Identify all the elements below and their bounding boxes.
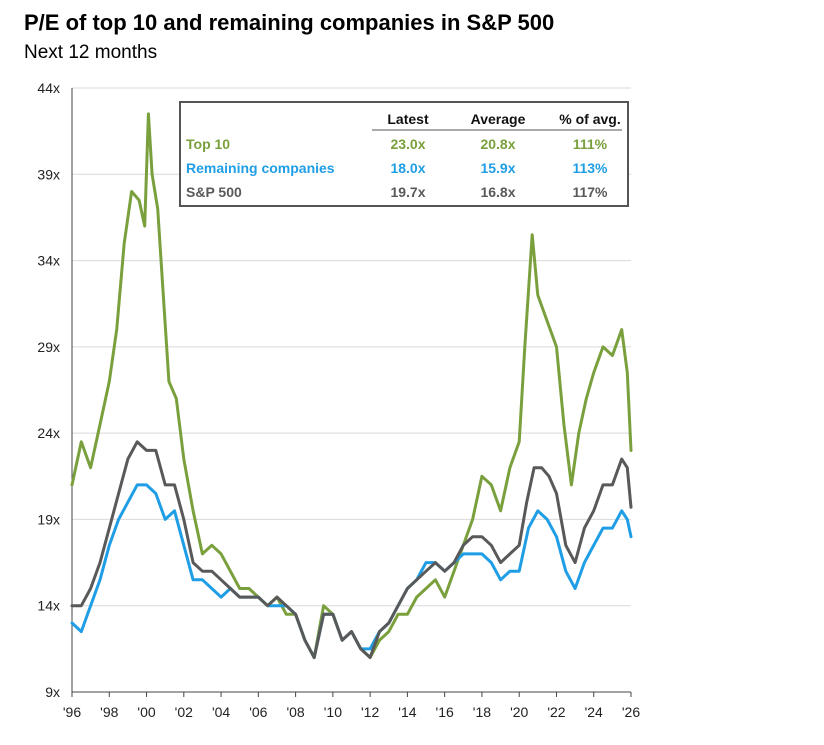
y-tick-label: 19x	[37, 511, 60, 527]
series-lines	[70, 112, 633, 659]
x-tick-label: '00	[137, 704, 155, 720]
table-cell-label: S&P 500	[186, 184, 242, 200]
table-cell-label: Top 10	[186, 136, 230, 152]
table-box	[179, 101, 629, 207]
summary-table: Latest Average % of avg. Top 10 23.0x 20.8x 11…	[179, 101, 629, 207]
x-tick-label: '20	[510, 704, 528, 720]
table-cell-pct: 117%	[572, 184, 608, 200]
chart-subtitle: Next 12 months	[24, 42, 158, 63]
y-tick-label: 34x	[37, 253, 60, 269]
axes	[71, 88, 632, 697]
table-header: Latest	[387, 111, 429, 127]
table-header: % of avg.	[559, 111, 620, 127]
x-tick-label: '96	[63, 704, 81, 720]
series-line-2	[70, 440, 633, 659]
table-cell-label: Remaining companies	[186, 160, 335, 176]
x-tick-label: '04	[212, 704, 230, 720]
table-header: Average	[471, 111, 526, 127]
x-tick-label: '12	[361, 704, 379, 720]
table-cell-latest: 19.7x	[390, 184, 425, 200]
x-tick-label: '02	[175, 704, 193, 720]
y-tick-label: 14x	[37, 598, 60, 614]
x-tick-label: '98	[100, 704, 118, 720]
x-tick-label: '06	[249, 704, 267, 720]
x-tick-label: '14	[398, 704, 416, 720]
x-tick-label: '10	[324, 704, 342, 720]
table-cell-average: 20.8x	[480, 136, 515, 152]
table-cell-latest: 18.0x	[390, 160, 425, 176]
x-tick-label: '24	[585, 704, 603, 720]
x-tick-label: '16	[436, 704, 454, 720]
table-cell-average: 16.8x	[480, 184, 515, 200]
chart-title: P/E of top 10 and remaining companies in…	[24, 10, 555, 35]
x-tick-label: '22	[547, 704, 565, 720]
y-tick-label: 9x	[45, 684, 60, 700]
x-tick-label: '08	[286, 704, 304, 720]
y-tick-label: 39x	[37, 166, 60, 182]
table-cell-latest: 23.0x	[390, 136, 425, 152]
y-tick-label: 24x	[37, 425, 60, 441]
table-cell-pct: 111%	[573, 136, 608, 152]
table-cell-pct: 113%	[572, 160, 608, 176]
x-tick-label: '18	[473, 704, 491, 720]
tick-labels: 9x 14x 19x 24x 29x 34x 39x 44x '96 '98 '00 '02 '04 '0…	[37, 80, 640, 720]
table-cell-average: 15.9x	[480, 160, 515, 176]
y-tick-label: 29x	[37, 339, 60, 355]
y-tick-label: 44x	[37, 80, 60, 96]
x-tick-label: '26	[622, 704, 640, 720]
